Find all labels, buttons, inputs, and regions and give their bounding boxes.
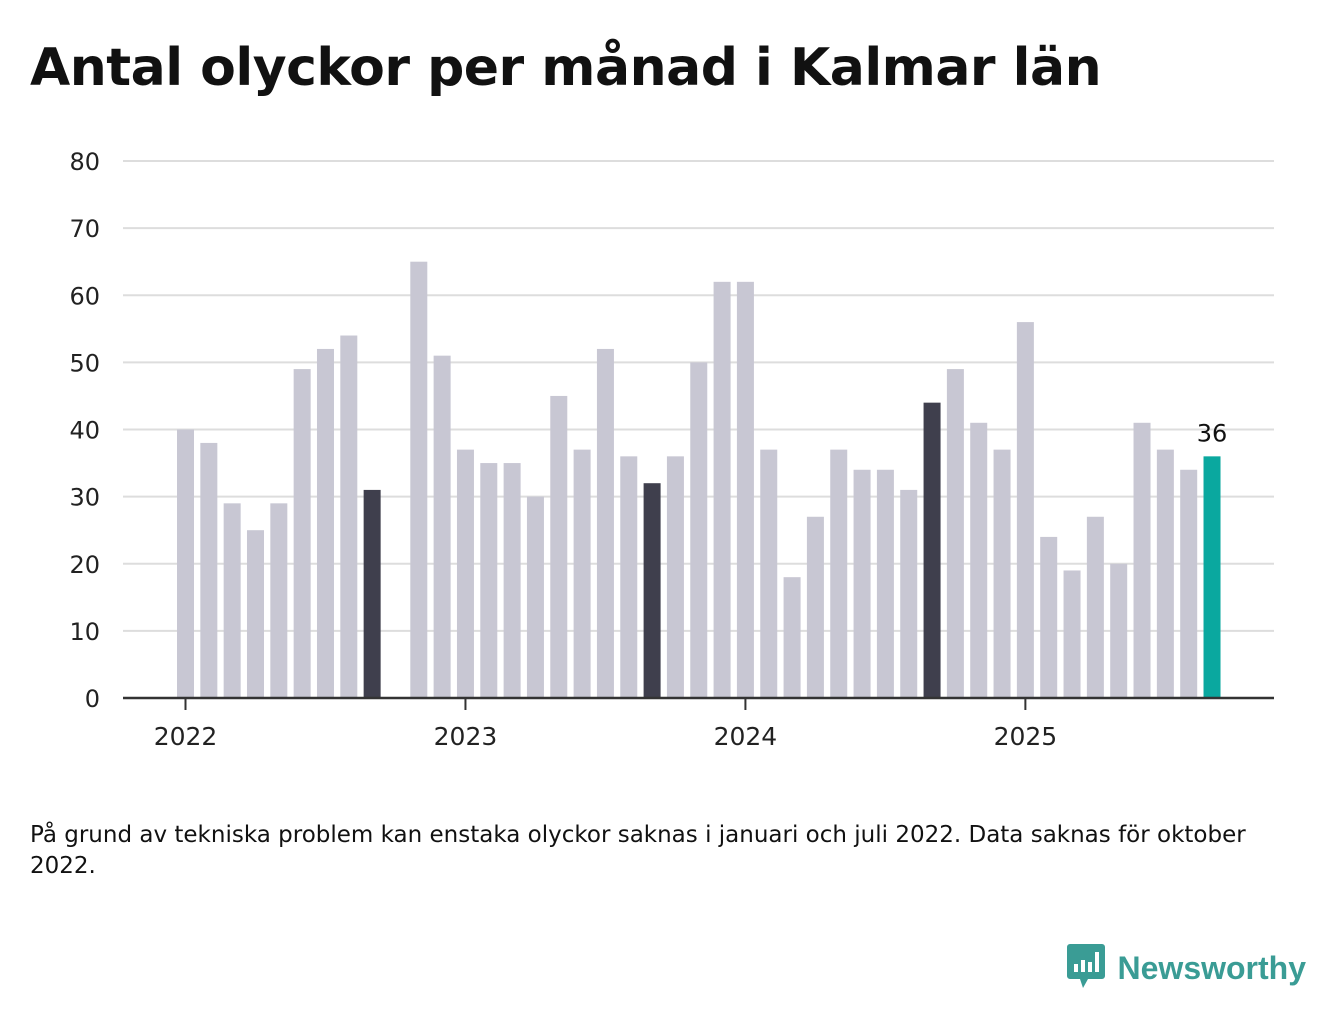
bar [1156,449,1174,698]
bar [1133,422,1151,698]
latest-value-label: 36 [1197,419,1228,447]
bar [713,281,731,698]
y-tick-label: 10 [69,618,100,646]
bar [1180,469,1198,698]
y-tick-label: 50 [69,349,100,377]
bar-highlighted [643,483,661,698]
bar [293,369,311,698]
bar [550,395,568,698]
x-tick-label: 2024 [714,722,778,751]
footnote: På grund av tekniska problem kan enstaka… [30,822,1246,879]
bar-chart: 0 10 20 30 40 50 60 70 80 2022 2023 2024 2025 36 [69,148,1274,751]
bar [573,449,591,698]
bar [690,362,708,698]
y-axis-ticks: 0 10 20 30 40 50 60 70 80 [69,148,100,713]
bar [480,463,498,698]
bar [246,530,264,698]
bar-highlighted [923,402,941,698]
bar [876,469,894,698]
bar [760,449,778,698]
bar [526,496,544,698]
bar [970,422,988,698]
newsworthy-logo-icon [1066,942,1106,994]
bar [666,456,684,698]
bar-latest [1203,456,1221,698]
bar [410,261,428,698]
bar [433,355,451,698]
bar [456,449,474,698]
brand-name: Newsworthy [1117,949,1306,986]
bar [223,503,241,698]
bar [1063,570,1081,698]
bar [316,348,334,698]
bar [736,281,754,698]
bar [1110,563,1128,698]
bar [270,503,288,698]
y-tick-label: 80 [69,148,100,176]
bars [177,261,1221,698]
y-tick-label: 0 [85,685,100,713]
y-tick-label: 70 [69,215,100,243]
bar [1016,322,1034,698]
bar [853,469,871,698]
bar [1040,536,1058,698]
bar [900,489,918,698]
chart-title: Antal olyckor per månad i Kalmar län [30,38,1102,98]
y-tick-label: 30 [69,484,100,512]
x-tick-label: 2023 [434,722,498,751]
bar-highlighted [363,489,381,698]
bar [620,456,638,698]
y-tick-label: 40 [69,417,100,445]
bar [177,429,194,698]
bar [596,348,614,698]
y-tick-label: 60 [69,282,100,310]
x-axis-ticks: 2022 2023 2024 2025 [154,698,1058,751]
bar [806,516,824,698]
bar [783,577,801,698]
bar [200,442,218,698]
bar [830,449,848,698]
data-labels: 36 [1197,419,1228,447]
x-tick-label: 2025 [994,722,1058,751]
bar [993,449,1011,698]
bar [503,463,521,698]
y-tick-label: 20 [69,551,100,579]
brand-logo[interactable]: Newsworthy [1066,942,1306,994]
bar [1086,516,1104,698]
x-tick-label: 2022 [154,722,218,751]
bar [946,369,964,698]
bar [340,335,358,698]
